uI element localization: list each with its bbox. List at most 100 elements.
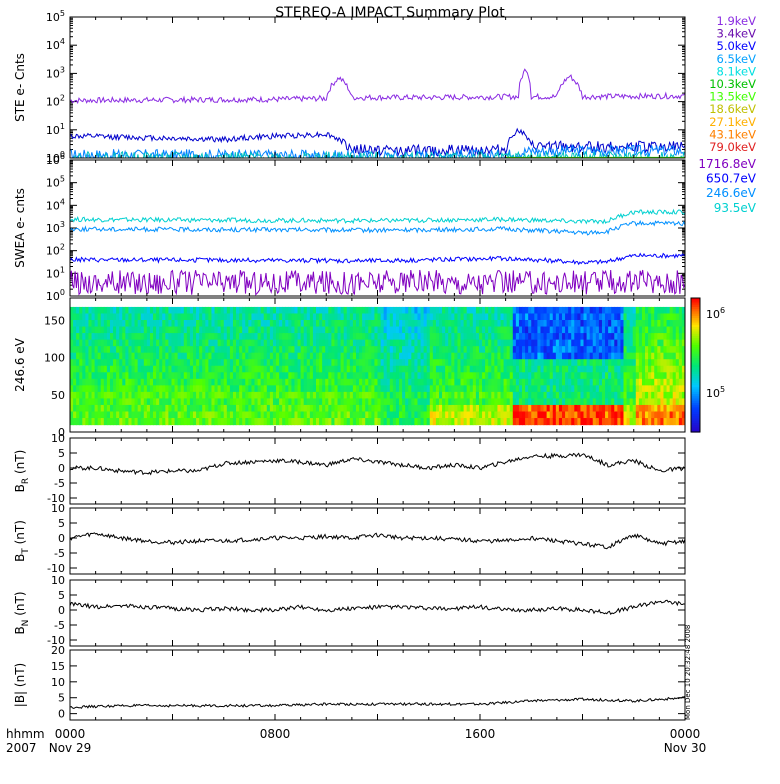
heatmap-cell bbox=[423, 339, 428, 347]
heatmap-cell bbox=[325, 391, 329, 400]
colorbar-segment bbox=[691, 423, 700, 426]
heatmap-cell bbox=[392, 391, 397, 400]
heatmap-cell bbox=[571, 333, 575, 341]
heatmap-cell bbox=[620, 306, 625, 315]
heatmap-cell bbox=[223, 365, 228, 373]
heatmap-cell bbox=[405, 385, 409, 393]
heatmap-cell bbox=[648, 398, 652, 406]
heatmap-cell bbox=[94, 365, 99, 373]
heatmap-cell bbox=[611, 326, 615, 334]
heatmap-cell bbox=[288, 326, 292, 334]
heatmap-cell bbox=[257, 359, 262, 367]
heatmap-cell bbox=[303, 391, 308, 400]
heatmap-cell bbox=[371, 333, 376, 341]
heatmap-cell bbox=[177, 320, 182, 328]
heatmap-cell bbox=[143, 372, 148, 380]
heatmap-cell bbox=[263, 320, 268, 328]
heatmap-cell bbox=[70, 326, 74, 334]
heatmap-cell bbox=[491, 306, 495, 315]
heatmap-cell bbox=[205, 313, 209, 321]
heatmap-cell bbox=[672, 365, 677, 373]
heatmap-cell bbox=[651, 339, 655, 347]
heatmap-cell bbox=[106, 391, 111, 400]
heatmap-cell bbox=[580, 385, 585, 393]
heatmap-cell bbox=[648, 339, 652, 347]
heatmap-cell bbox=[478, 359, 483, 367]
heatmap-cell bbox=[454, 378, 459, 386]
heatmap-cell bbox=[119, 378, 123, 386]
panel-frame bbox=[69, 507, 686, 575]
heatmap-cell bbox=[334, 404, 339, 413]
heatmap-cell bbox=[595, 306, 600, 315]
heatmap-cell bbox=[362, 346, 366, 354]
heatmap-cell bbox=[319, 306, 323, 315]
heatmap-cell bbox=[512, 313, 517, 321]
heatmap-cell bbox=[236, 372, 240, 380]
heatmap-cell bbox=[374, 339, 379, 347]
heatmap-cell bbox=[303, 346, 308, 354]
heatmap-cell bbox=[518, 411, 523, 419]
heatmap-cell bbox=[140, 372, 145, 380]
heatmap-cell bbox=[229, 391, 234, 400]
heatmap-cell bbox=[675, 359, 680, 367]
heatmap-cell bbox=[229, 372, 234, 380]
heatmap-cell bbox=[380, 320, 385, 328]
heatmap-cell bbox=[371, 404, 376, 413]
heatmap-cell bbox=[558, 385, 563, 393]
heatmap-cell bbox=[660, 365, 665, 373]
heatmap-cell bbox=[73, 372, 77, 380]
heatmap-cell bbox=[512, 346, 517, 354]
heatmap-cell bbox=[251, 404, 256, 413]
heatmap-cell bbox=[445, 359, 449, 367]
heatmap-cell bbox=[620, 359, 625, 367]
heatmap-cell bbox=[73, 378, 77, 386]
heatmap-cell bbox=[109, 339, 114, 347]
heatmap-cell bbox=[405, 365, 409, 373]
heatmap-cell bbox=[568, 372, 572, 380]
heatmap-cell bbox=[217, 404, 222, 413]
heatmap-cell bbox=[675, 320, 680, 328]
heatmap-cell bbox=[654, 391, 658, 400]
heatmap-cell bbox=[309, 404, 314, 413]
heatmap-cell bbox=[645, 391, 649, 400]
heatmap-cell bbox=[208, 411, 213, 419]
colorbar-segment bbox=[691, 327, 700, 330]
heatmap-cell bbox=[488, 333, 492, 341]
heatmap-cell bbox=[500, 320, 505, 328]
colorbar-segment bbox=[691, 411, 700, 415]
heatmap-cell bbox=[657, 359, 661, 367]
heatmap-cell bbox=[380, 372, 385, 380]
heatmap-cell bbox=[119, 398, 123, 406]
heatmap-cell bbox=[180, 326, 185, 334]
heatmap-cell bbox=[146, 398, 151, 406]
heatmap-cell bbox=[82, 372, 86, 380]
heatmap-cell bbox=[540, 372, 545, 380]
heatmap-cell bbox=[220, 404, 225, 413]
heatmap-cell bbox=[236, 346, 240, 354]
heatmap-cell bbox=[211, 306, 216, 315]
heatmap-cell bbox=[325, 326, 329, 334]
heatmap-cell bbox=[509, 320, 514, 328]
heatmap-cell bbox=[623, 346, 628, 354]
time-tick-label: 0000 bbox=[670, 727, 701, 741]
heatmap-cell bbox=[162, 320, 166, 328]
heatmap-cell bbox=[368, 326, 372, 334]
heatmap-cell bbox=[128, 352, 133, 360]
heatmap-cell bbox=[119, 372, 123, 380]
heatmap-cell bbox=[162, 398, 166, 406]
heatmap-cell bbox=[543, 391, 548, 400]
y-tick-label: -5 bbox=[54, 619, 65, 632]
heatmap-cell bbox=[140, 339, 145, 347]
heatmap-cell bbox=[386, 339, 391, 347]
heatmap-cell bbox=[568, 306, 572, 315]
heatmap-cell bbox=[149, 418, 154, 426]
heatmap-cell bbox=[196, 333, 200, 341]
heatmap-cell bbox=[565, 359, 569, 367]
heatmap-cell bbox=[193, 346, 197, 354]
heatmap-cell bbox=[162, 352, 166, 360]
heatmap-cell bbox=[641, 385, 646, 393]
colorbar-tick-label: 105 bbox=[706, 385, 725, 400]
heatmap-cell bbox=[73, 313, 77, 321]
heatmap-cell bbox=[380, 411, 385, 419]
heatmap-cell bbox=[531, 391, 535, 400]
